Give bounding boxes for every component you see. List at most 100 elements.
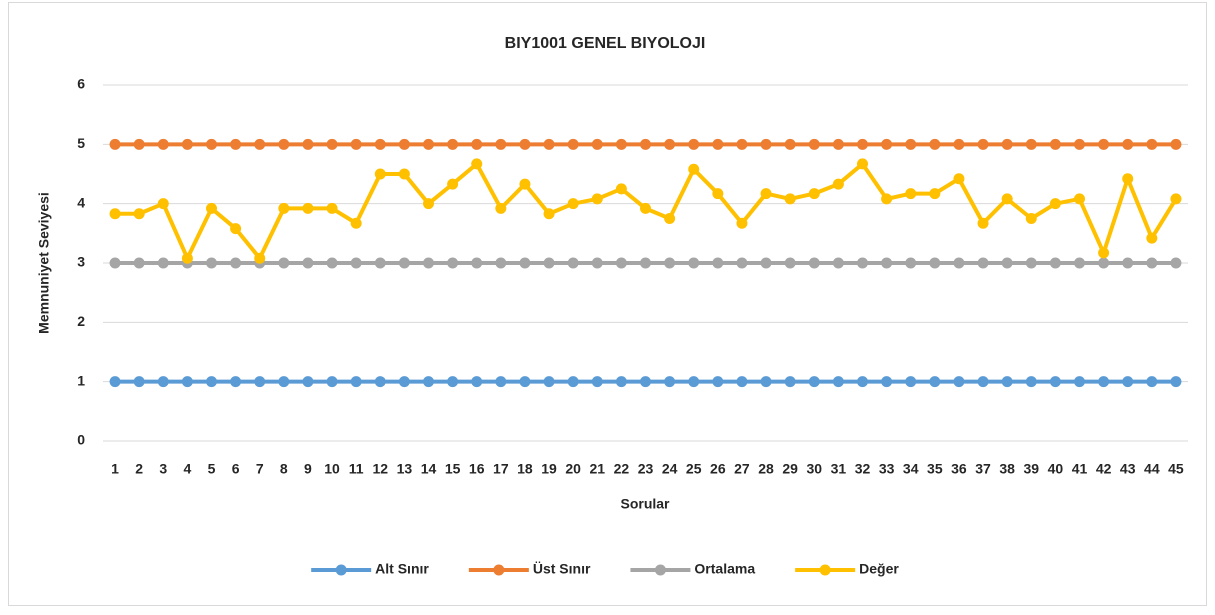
data-point — [495, 202, 507, 214]
data-point — [447, 376, 459, 388]
x-tick-label: 45 — [1168, 461, 1184, 477]
data-point — [905, 257, 917, 269]
data-point — [398, 138, 410, 150]
x-tick-label: 20 — [565, 461, 581, 477]
data-point — [881, 193, 893, 205]
data-point — [784, 138, 796, 150]
data-point — [977, 217, 989, 229]
data-point — [977, 138, 989, 150]
data-point — [181, 252, 193, 264]
data-point — [133, 376, 145, 388]
data-point — [1098, 257, 1110, 269]
data-point — [398, 257, 410, 269]
data-point — [784, 193, 796, 205]
legend-marker — [493, 564, 505, 576]
x-axis-title: Sorular — [620, 496, 670, 512]
data-point — [929, 257, 941, 269]
data-point — [1025, 376, 1037, 388]
legend-label: Alt Sınır — [375, 561, 429, 577]
y-tick-label: 1 — [77, 372, 85, 388]
data-point — [881, 257, 893, 269]
data-point — [881, 138, 893, 150]
x-tick-label: 15 — [445, 461, 461, 477]
x-tick-label: 36 — [951, 461, 967, 477]
data-point — [567, 198, 579, 210]
data-point — [519, 178, 531, 190]
data-point — [905, 138, 917, 150]
data-point — [157, 376, 169, 388]
x-tick-label: 23 — [638, 461, 654, 477]
data-point — [302, 202, 314, 214]
data-point — [736, 257, 748, 269]
data-point — [543, 257, 555, 269]
data-point — [905, 376, 917, 388]
x-tick-label: 3 — [159, 461, 167, 477]
data-point — [857, 376, 868, 388]
data-point — [1025, 138, 1037, 150]
legend-marker — [335, 564, 347, 576]
data-point — [664, 138, 676, 150]
data-point — [543, 376, 555, 388]
data-point — [615, 183, 627, 195]
data-point — [374, 376, 386, 388]
data-point — [1001, 257, 1013, 269]
x-tick-label: 10 — [324, 461, 340, 477]
data-point — [929, 376, 941, 388]
data-point — [181, 138, 193, 150]
data-point — [929, 188, 941, 200]
data-point — [447, 138, 459, 150]
x-tick-label: 43 — [1120, 461, 1136, 477]
data-point — [133, 208, 145, 220]
data-point — [808, 138, 820, 150]
x-tick-label: 14 — [421, 461, 437, 477]
data-point — [1122, 257, 1134, 269]
data-point — [133, 257, 145, 269]
data-point — [1074, 138, 1085, 150]
data-point — [953, 376, 965, 388]
data-point — [398, 168, 410, 180]
data-point — [881, 376, 893, 388]
data-point — [423, 138, 434, 150]
chart-border — [8, 2, 1207, 606]
data-point — [1049, 138, 1061, 150]
data-point — [471, 138, 483, 150]
data-point — [784, 376, 796, 388]
data-point — [905, 188, 917, 200]
data-point — [447, 178, 459, 190]
data-point — [1146, 376, 1158, 388]
legend-marker — [819, 564, 831, 576]
data-point — [1170, 257, 1182, 269]
data-point — [857, 158, 868, 170]
data-point — [1025, 213, 1037, 224]
data-point — [567, 257, 579, 269]
x-tick-label: 17 — [493, 461, 509, 477]
x-tick-label: 44 — [1144, 461, 1160, 477]
data-point — [157, 257, 169, 269]
x-tick-label: 28 — [758, 461, 774, 477]
x-tick-label: 22 — [614, 461, 630, 477]
data-point — [1025, 257, 1037, 269]
x-tick-label: 29 — [782, 461, 798, 477]
data-point — [1001, 138, 1013, 150]
data-point — [1146, 257, 1158, 269]
data-point — [784, 257, 796, 269]
data-point — [302, 376, 314, 388]
x-tick-label: 19 — [541, 461, 557, 477]
data-point — [953, 173, 965, 185]
data-point — [615, 257, 627, 269]
data-point — [519, 257, 531, 269]
data-point — [230, 257, 242, 269]
data-point — [302, 257, 314, 269]
data-point — [615, 376, 627, 388]
data-point — [1122, 173, 1134, 185]
data-point — [495, 376, 507, 388]
data-point — [326, 138, 338, 150]
x-tick-label: 5 — [208, 461, 216, 477]
data-point — [688, 163, 700, 175]
data-point — [832, 178, 844, 190]
x-tick-label: 1 — [111, 461, 119, 477]
x-tick-label: 7 — [256, 461, 264, 477]
data-point — [688, 257, 700, 269]
data-point — [615, 138, 627, 150]
